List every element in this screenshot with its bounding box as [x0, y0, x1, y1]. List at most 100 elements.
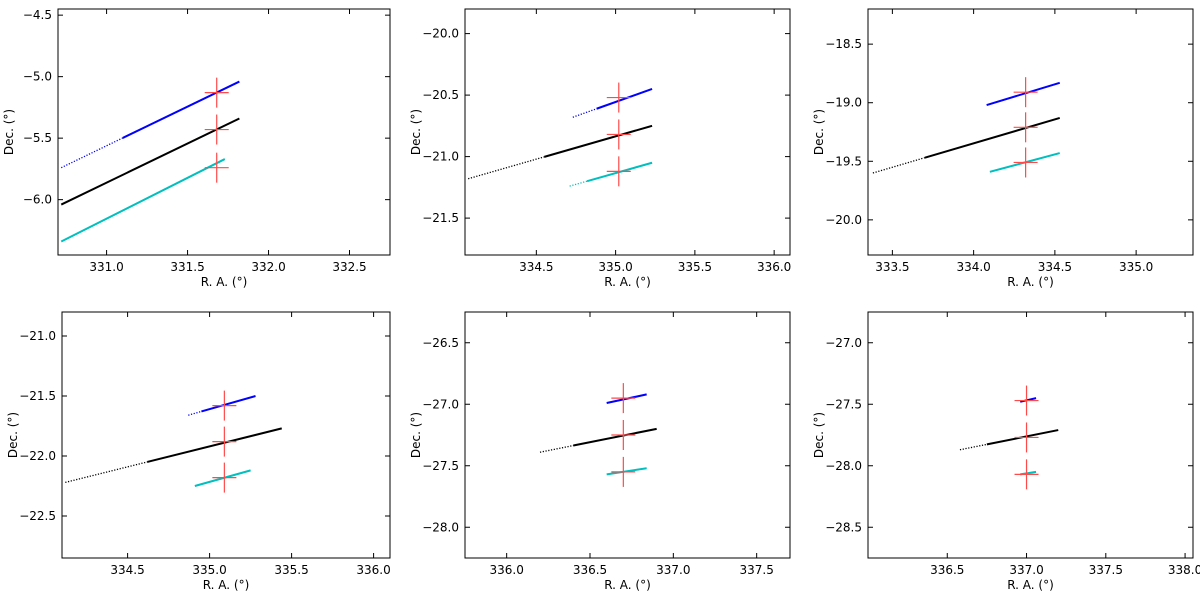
series-group [539, 383, 657, 487]
y-tick-label: −6.0 [23, 193, 52, 207]
x-tick-label: 336.0 [757, 260, 791, 274]
x-axis-label: R. A. (°) [1007, 275, 1054, 289]
y-axis-label: Dec. (°) [409, 412, 423, 458]
subplot-1: 331.0 331.5 332.0 332.5 −6.0 −5.5 −5.0 −4.5 R. A… [2, 8, 391, 289]
x-tick-label: 337.5 [739, 563, 773, 577]
y-axis-label: Dec. (°) [409, 109, 423, 155]
y-tick-label: −28.0 [825, 459, 862, 473]
x-axis-label: R. A. (°) [1007, 578, 1054, 592]
series-group [959, 385, 1059, 490]
x-tick-label: 335.0 [1119, 260, 1153, 274]
x-tick-label: 337.0 [656, 563, 690, 577]
subplot-3: 333.5 334.0 334.5 335.0 −20.0 −19.5 −19.0 −18.5… [812, 8, 1194, 289]
y-tick-label: −27.0 [825, 336, 862, 350]
axes-frame [867, 8, 1194, 256]
series-line [586, 161, 653, 183]
y-tick-label: −5.5 [23, 131, 52, 145]
x-tick-label: 336.0 [489, 563, 523, 577]
y-tick-label: −28.0 [422, 520, 459, 534]
x-tick-label: 337.5 [1089, 563, 1123, 577]
series-line-dotted [872, 157, 926, 174]
y-axis-label: Dec. (°) [2, 109, 16, 155]
subplot-5: 336.0 336.5 337.0 337.5 −28.0 −27.5 −27.0 −26.5… [409, 311, 791, 592]
series-line-dotted [572, 108, 597, 118]
x-tick-label: 331.5 [170, 260, 204, 274]
series-line [60, 158, 226, 243]
axes-frame [57, 8, 391, 256]
subplot-4: 334.5 335.0 335.5 336.0 −22.5 −22.0 −21.5 −21.0… [6, 311, 391, 592]
series-line-dotted [65, 461, 148, 484]
series-line-dotted [539, 444, 574, 453]
y-axis-label: Dec. (°) [812, 412, 826, 458]
x-tick-label: 333.5 [875, 260, 909, 274]
x-tick-label: 335.0 [598, 260, 632, 274]
y-tick-label: −20.5 [422, 88, 459, 102]
series-line [986, 81, 1061, 107]
y-tick-label: −21.5 [422, 211, 459, 225]
x-tick-label: 335.5 [678, 260, 712, 274]
x-tick-label: 332.0 [251, 260, 285, 274]
y-tick-label: −21.0 [19, 329, 56, 343]
y-tick-label: −20.0 [825, 213, 862, 227]
series-line [606, 467, 647, 476]
y-axis-label: Dec. (°) [812, 109, 826, 155]
x-axis-label: R. A. (°) [203, 578, 250, 592]
series-line [924, 116, 1061, 159]
y-tick-label: −22.0 [19, 449, 56, 463]
y-tick-label: −20.0 [422, 27, 459, 41]
series-line [147, 427, 283, 463]
y-tick-label: −18.5 [825, 37, 862, 51]
y-tick-label: −21.0 [422, 150, 459, 164]
x-tick-label: 334.5 [519, 260, 553, 274]
series-line-dotted [467, 156, 545, 180]
x-tick-label: 335.0 [192, 563, 226, 577]
series-line [60, 117, 240, 206]
x-axis-label: R. A. (°) [604, 578, 651, 592]
x-tick-label: 331.0 [89, 260, 123, 274]
x-tick-label: 332.5 [332, 260, 366, 274]
x-tick-label: 334.5 [110, 563, 144, 577]
axes-frame [867, 311, 1194, 559]
y-tick-label: −4.5 [23, 8, 52, 22]
x-tick-label: 336.5 [573, 563, 607, 577]
series-group [60, 77, 240, 243]
series-line [606, 393, 647, 404]
series-line [201, 395, 256, 413]
y-tick-label: −19.5 [825, 154, 862, 168]
y-tick-label: −26.5 [422, 336, 459, 350]
series-group [65, 390, 283, 493]
x-tick-label: 334.5 [1038, 260, 1072, 274]
x-tick-label: 334.0 [956, 260, 990, 274]
y-tick-label: −22.5 [19, 509, 56, 523]
x-tick-label: 336.5 [930, 563, 964, 577]
series-group [467, 82, 653, 187]
x-tick-label: 335.5 [274, 563, 308, 577]
series-line-dotted [569, 180, 588, 187]
x-tick-label: 337.0 [1009, 563, 1043, 577]
series-line [543, 124, 653, 158]
series-line-dotted [60, 137, 124, 169]
y-tick-label: −28.5 [825, 520, 862, 534]
x-axis-label: R. A. (°) [604, 275, 651, 289]
x-tick-label: 336.0 [356, 563, 390, 577]
x-tick-label: 338.0 [1168, 563, 1200, 577]
y-tick-label: −19.0 [825, 96, 862, 110]
series-group [872, 77, 1061, 178]
axes-frame [464, 8, 791, 256]
y-tick-label: −27.5 [422, 459, 459, 473]
series-line [573, 427, 657, 447]
y-axis-label: Dec. (°) [6, 412, 20, 458]
subplot-2: 334.5 335.0 335.5 336.0 −21.5 −21.0 −20.5 −20.0… [409, 8, 791, 289]
series-line [1019, 397, 1037, 403]
y-tick-label: −21.5 [19, 389, 56, 403]
axes-frame [464, 311, 791, 559]
subplot-6: 336.5 337.0 337.5 338.0 −28.5 −28.0 −27.5 −27.0… [812, 311, 1200, 592]
y-tick-label: −5.0 [23, 70, 52, 84]
series-line [596, 88, 653, 110]
y-tick-label: −27.0 [422, 397, 459, 411]
y-tick-label: −27.5 [825, 397, 862, 411]
series-line [122, 80, 240, 139]
x-axis-label: R. A. (°) [201, 275, 248, 289]
axes-frame [61, 311, 391, 559]
